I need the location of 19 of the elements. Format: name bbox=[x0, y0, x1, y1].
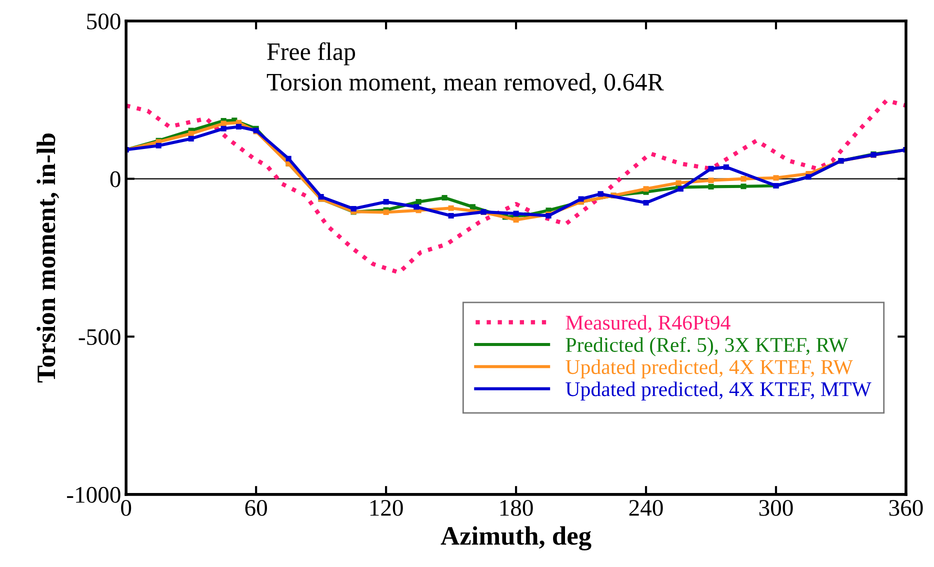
annotation: Free flap bbox=[267, 42, 356, 66]
x-tick-label: 60 bbox=[245, 500, 267, 516]
y-tick-label: 0 bbox=[110, 171, 120, 188]
x-axis-title: Azimuth, deg bbox=[440, 526, 592, 550]
y-tick-label: 500 bbox=[87, 13, 120, 30]
x-tick-label: 240 bbox=[629, 500, 663, 516]
annotation: Torsion moment, mean removed, 0.64R bbox=[266, 73, 664, 94]
x-tick-label: 120 bbox=[370, 500, 403, 516]
legend-label: Measured, R46Pt94 bbox=[566, 315, 730, 333]
x-tick-label: 300 bbox=[759, 500, 793, 516]
x-tick-label: 180 bbox=[500, 500, 533, 516]
legend-label: Predicted (Ref. 5), 3X KTEF, RW bbox=[566, 337, 848, 356]
y-tick-label: -500 bbox=[78, 329, 120, 346]
legend-label: Updated predicted, 4X KTEF, RW bbox=[566, 359, 853, 378]
y-axis-title: Torsion moment, in-lb bbox=[36, 134, 60, 383]
legend-label: Updated predicted, 4X KTEF, MTW bbox=[566, 382, 872, 400]
x-tick-label: 360 bbox=[889, 500, 923, 516]
x-tick-label: 0 bbox=[121, 500, 132, 516]
y-tick-label: -1000 bbox=[67, 486, 120, 503]
